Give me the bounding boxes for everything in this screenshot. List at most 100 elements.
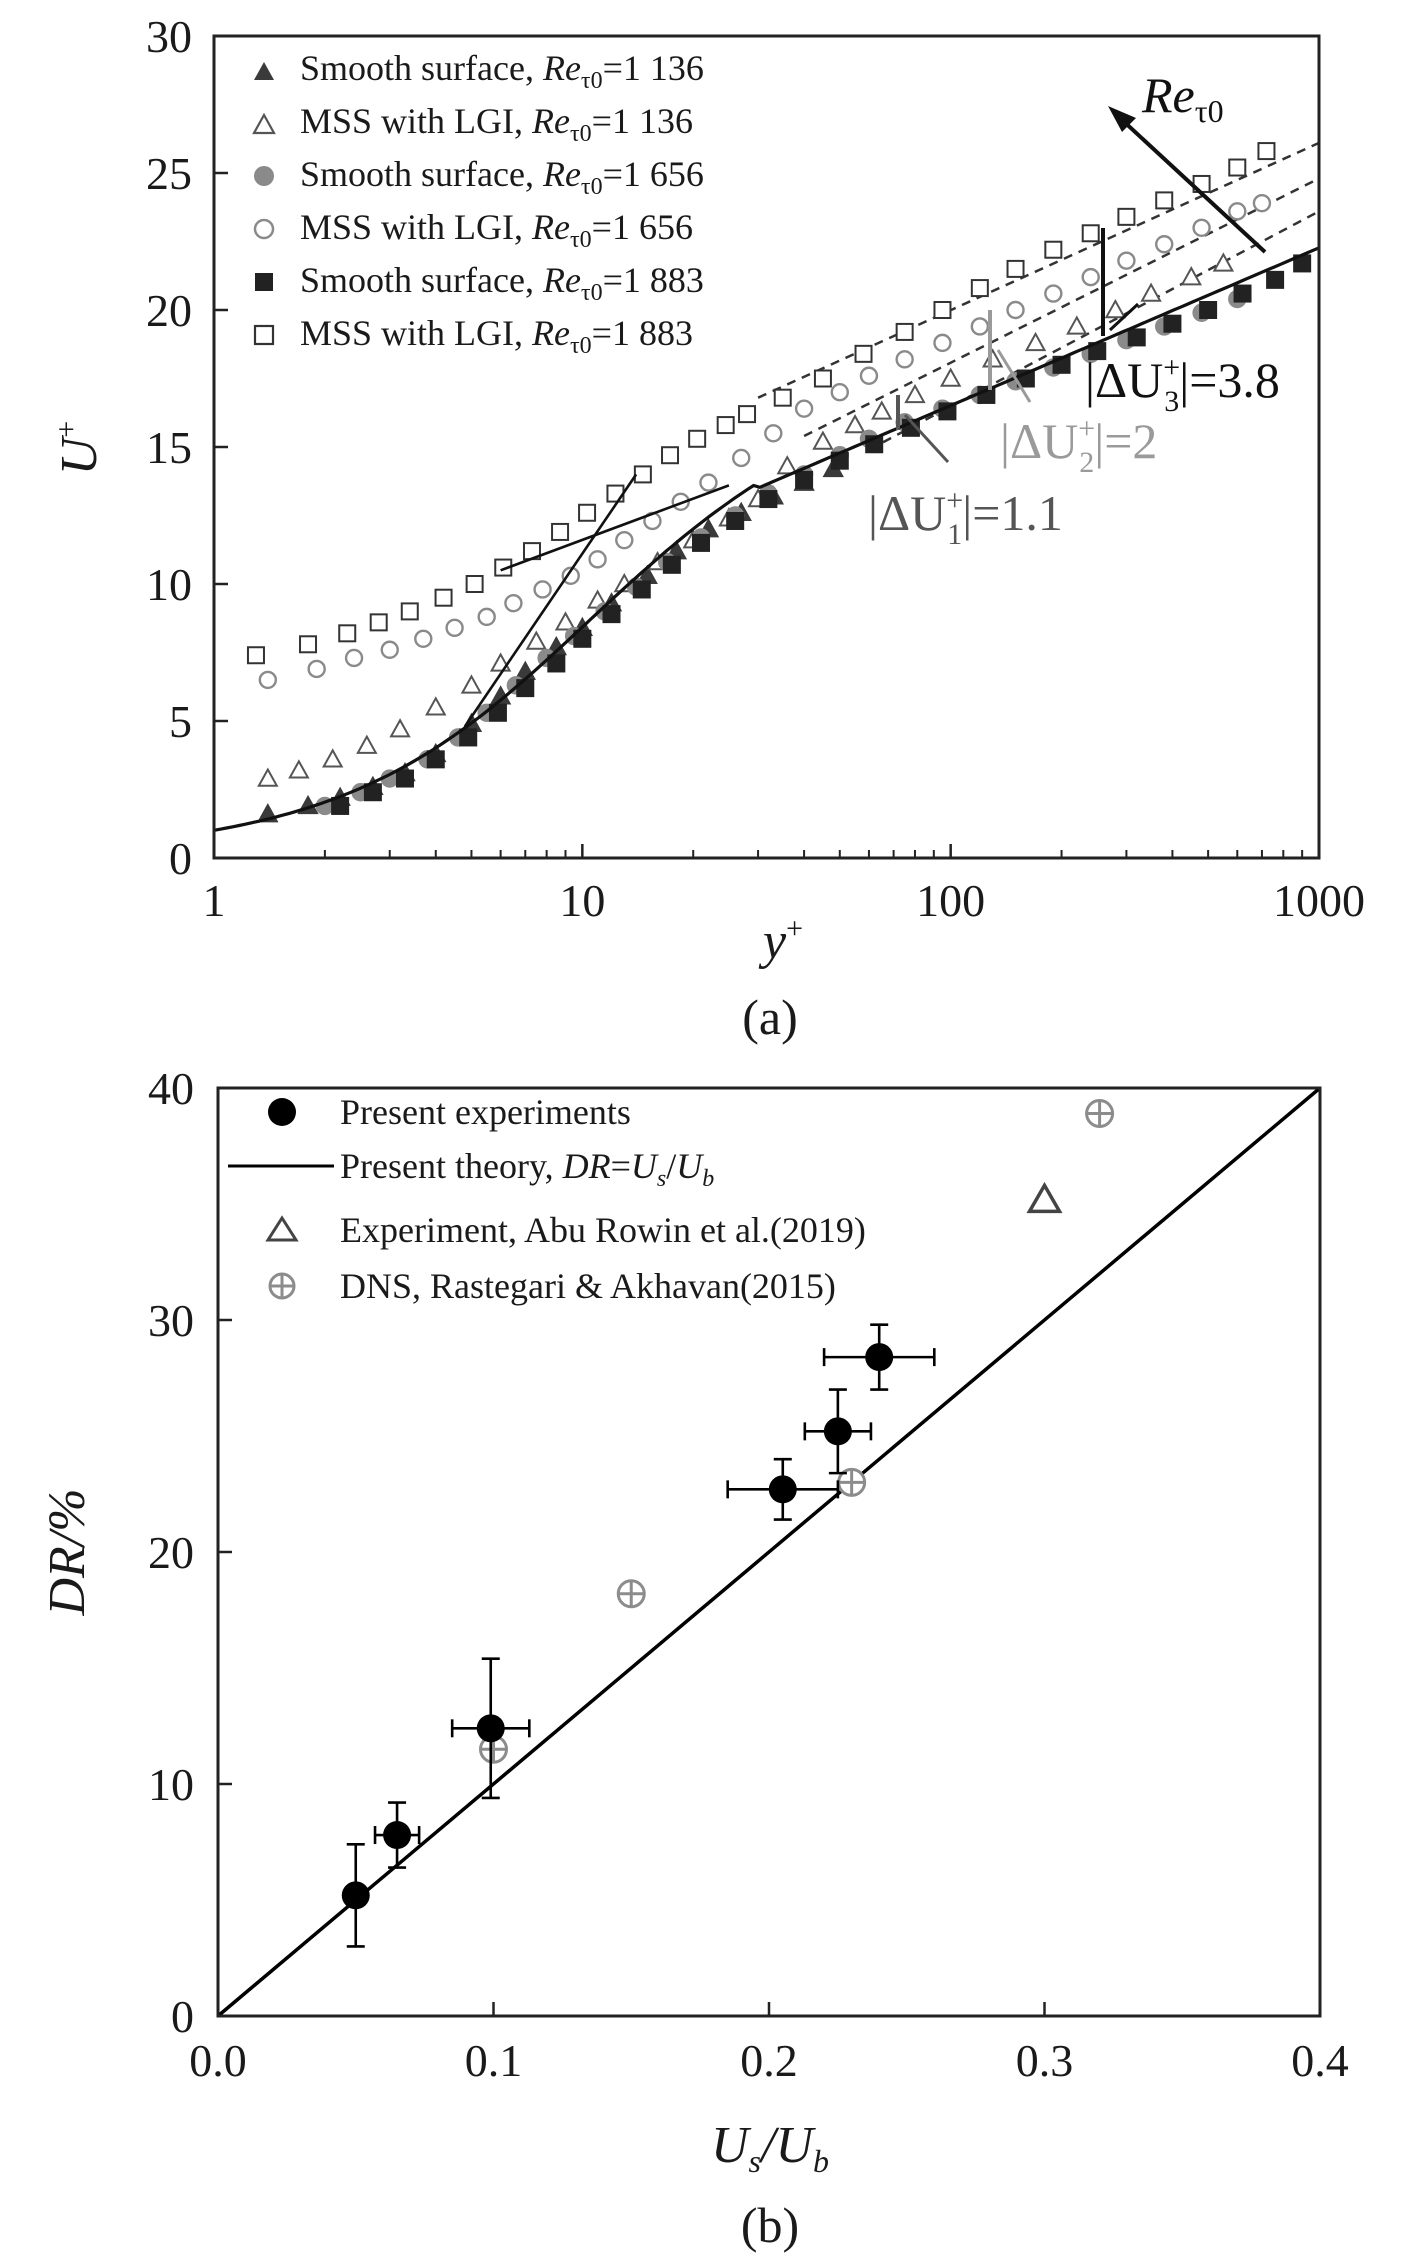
data-point-triangle-open [554, 611, 577, 631]
experiment-point-marker [823, 1417, 852, 1446]
legend-marker-filled-triangle [254, 62, 274, 80]
data-point-triangle-open [389, 718, 411, 738]
data-point-square-open [1257, 142, 1276, 161]
data-point-triangle-open [1024, 331, 1047, 352]
delta-u1-label: |ΔU+ 1|=1.1 [868, 484, 1063, 551]
re-arrow-head [1108, 106, 1136, 132]
panel-b-caption: (b) [741, 2197, 799, 2253]
svg-text:Smooth surface, Reτ0=1 883: Smooth surface, Reτ0=1 883 [300, 260, 704, 306]
data-point-square-filled [726, 511, 745, 530]
panel-a-velocity-profile: 1 10 100 1000 0 5 10 15 20 25 30 Smooth surface, R… [50, 11, 1365, 1045]
data-point-circle-open [1081, 267, 1100, 287]
data-point-triangle-open [904, 383, 926, 404]
data-point-circle-open [830, 383, 849, 402]
y-tick-label: 30 [148, 1295, 194, 1346]
data-point-square-filled [488, 703, 507, 722]
theory-velocity-curve [213, 246, 1319, 832]
data-point-circle-open [794, 399, 814, 418]
data-point-circle-open [1192, 218, 1211, 238]
y-tick-label: 20 [146, 285, 192, 336]
svg-text:MSS with LGI, Reτ0=1 136: MSS with LGI, Reτ0=1 136 [300, 101, 693, 147]
data-point-square-open [465, 575, 484, 593]
legend-item-abu-rowin: Experiment, Abu Rowin et al.(2019) [265, 1210, 866, 1250]
data-point-square-open [1155, 191, 1174, 210]
experiment-data-point [373, 1801, 421, 1869]
delta-u3-annotation: |ΔU+ 3|=3.8 [1085, 228, 1280, 418]
data-point-square-filled [602, 605, 621, 624]
legend-marker-open-square [253, 324, 275, 346]
y-tick-label: 40 [148, 1063, 194, 1114]
data-point-square-open [661, 446, 680, 465]
data-point-square-open [813, 369, 832, 388]
data-point-square-open [970, 279, 989, 298]
x-tick-label: 100 [916, 875, 985, 926]
x-tick-label: 0.2 [740, 2035, 798, 2086]
data-point-circle-open [1044, 284, 1063, 303]
legend-marker-open-circle [253, 218, 275, 240]
panel-a-axis-ticks: 1 10 100 1000 0 5 10 15 20 25 30 [146, 11, 1365, 926]
legend-item-present-experiments: Present experiments [268, 1092, 631, 1132]
data-point-triangle-open [776, 455, 798, 475]
data-point-square-filled [1266, 270, 1285, 289]
data-point-circle-open [1252, 193, 1272, 213]
dns-data-point [1085, 1099, 1115, 1129]
y-tick-label: 10 [148, 1759, 194, 1810]
data-point-square-filled [759, 490, 778, 509]
data-point-triangle-open [871, 400, 893, 420]
panel-b-axis-ticks: 0.0 0.1 0.2 0.3 0.4 0 10 20 30 40 [148, 1063, 1349, 2086]
data-point-square-open [1117, 207, 1136, 226]
legend-label: MSS with LGI, [300, 101, 532, 141]
data-point-square-filled [1233, 284, 1252, 303]
delta-u2-annotation: |ΔU+ 2|=2 [988, 310, 1157, 479]
log-law-dashed-line-1 [757, 141, 1320, 399]
legend-item-mss-1883: MSS with LGI, Reτ0=1 883 [253, 313, 693, 359]
data-point-circle-open [859, 366, 879, 385]
data-point-circle-open [764, 424, 783, 443]
data-point-triangle-open [288, 759, 310, 779]
data-point-square-open [1006, 259, 1025, 278]
panel-a-data-marks [213, 141, 1320, 832]
data-point-triangle-open [844, 414, 866, 434]
panel-a-legend: Smooth surface, Reτ0=1 136 MSS with LGI,… [252, 48, 704, 359]
svg-text:Smooth surface, Reτ0=1 656: Smooth surface, Reτ0=1 656 [300, 154, 704, 200]
data-point-square-filled [1127, 328, 1146, 347]
svg-text:Smooth surface, Reτ0=1 136: Smooth surface, Reτ0=1 136 [300, 48, 704, 94]
data-point-circle-open [933, 333, 952, 353]
y-tick-label: 20 [148, 1527, 194, 1578]
data-point-square-open [338, 624, 357, 643]
x-tick-label: 0.3 [1016, 2035, 1074, 2086]
log-law-line [500, 484, 730, 572]
data-point-circle-open [344, 648, 364, 668]
experiment-data-point [726, 1457, 840, 1521]
panel-a-x-axis-label: y+ [758, 912, 803, 970]
legend-item-smooth-1136: Smooth surface, Reτ0=1 136 [254, 48, 704, 94]
abu-rowin-data-point [1026, 1181, 1063, 1214]
data-point-square-open [895, 322, 914, 341]
legend-marker-filled-circle [268, 1098, 296, 1126]
data-point-square-open [578, 503, 597, 522]
y-tick-label: 0 [169, 833, 192, 884]
data-point-circle-open [414, 629, 433, 648]
delta-u3-label: |ΔU+ 3|=3.8 [1085, 351, 1280, 418]
panel-b-y-axis-label: DR/% [39, 1488, 96, 1616]
legend-item-smooth-1883: Smooth surface, Reτ0=1 883 [255, 260, 704, 306]
data-point-square-open [400, 602, 419, 621]
legend-label: Smooth surface, [300, 260, 543, 300]
experiment-data-point [341, 1843, 370, 1948]
data-point-square-filled [632, 580, 651, 599]
experiment-point-marker [341, 1881, 370, 1910]
data-point-circle-open [477, 607, 496, 627]
data-point-square-open [606, 484, 625, 503]
panel-b-legend: Present experiments Present theory, DR=U… [228, 1092, 866, 1306]
re-arrow-annotation: Reτ0 [1108, 67, 1267, 254]
legend-item-dns-rastegari: DNS, Rastegari & Akhavan(2015) [268, 1266, 836, 1306]
legend-label: Smooth surface, [300, 154, 543, 194]
delta-u1-annotation: |ΔU+ 1|=1.1 [868, 395, 1063, 551]
legend-marker-open-triangle [265, 1215, 299, 1242]
legend-item-present-theory: Present theory, DR=Us/Ub [228, 1146, 714, 1192]
data-point-square-open [434, 588, 453, 607]
legend-item-smooth-1656: Smooth surface, Reτ0=1 656 [254, 154, 704, 200]
legend-item-mss-1136: MSS with LGI, Reτ0=1 136 [252, 101, 693, 147]
data-point-triangle-open [425, 696, 447, 716]
data-point-square-open [688, 429, 707, 448]
